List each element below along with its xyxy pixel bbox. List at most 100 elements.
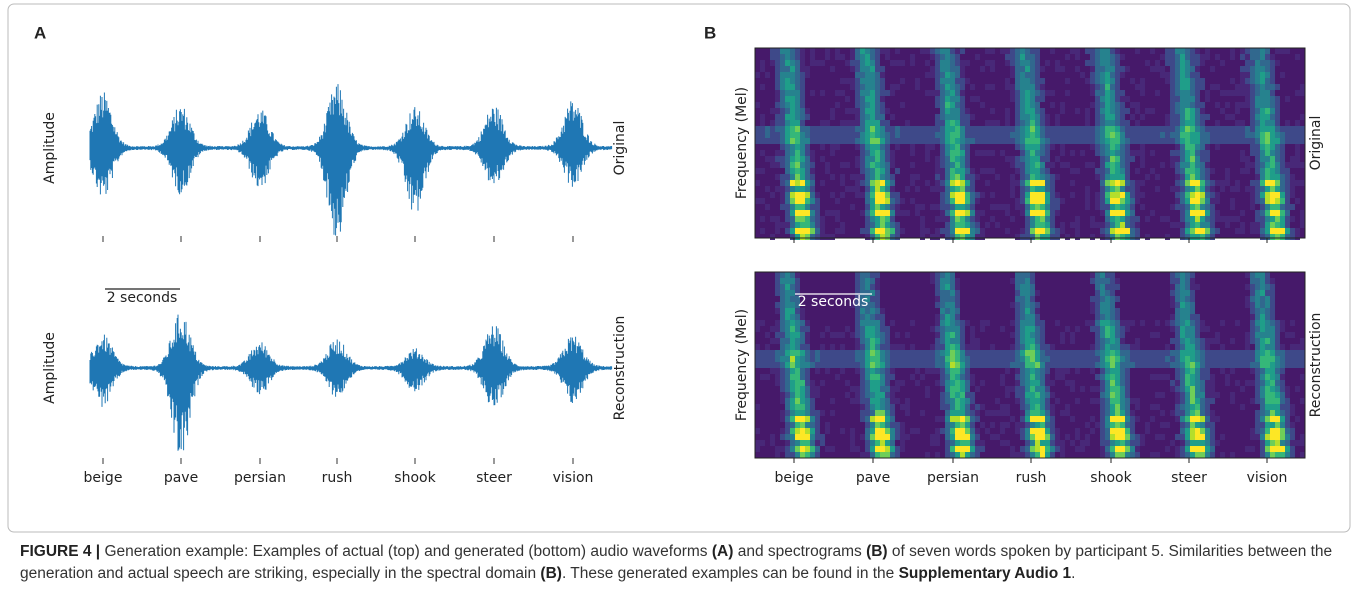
spectrogram-cell (965, 204, 970, 210)
spectrogram-cell (1130, 132, 1135, 138)
spectrogram-cell (800, 126, 805, 132)
spectrogram-cell (800, 356, 805, 362)
spectrogram-cell (1040, 156, 1045, 162)
spectrogram-cell (905, 398, 910, 404)
spectrogram-cell (915, 126, 920, 132)
spectrogram-cell (1130, 356, 1135, 362)
spectrogram-cell (1170, 320, 1175, 326)
spectrogram-cell (1040, 144, 1045, 150)
spectrogram-cell (1115, 380, 1120, 386)
spectrogram-cell (1105, 410, 1110, 416)
spectrogram-cell (865, 386, 870, 392)
spectrogram-cell (1020, 66, 1025, 72)
spectrogram-cell (1175, 344, 1180, 350)
spectrogram-cell (865, 368, 870, 374)
spectrogram-cell (1050, 362, 1055, 368)
spectrogram-cell (860, 272, 865, 278)
spectrogram-cell (1250, 222, 1255, 228)
spectrogram-cell (855, 144, 860, 150)
spectrogram-cell (880, 338, 885, 344)
spectrogram-cell (1035, 380, 1040, 386)
spectrogram-cell (1025, 440, 1030, 446)
spectrogram-cell (765, 350, 770, 356)
spectrogram-cell (1200, 234, 1205, 240)
spectrogram-cell (1270, 302, 1275, 308)
spectrogram-cell (810, 356, 815, 362)
spectrogram-cell (1090, 126, 1095, 132)
spectrogram-cell (1245, 60, 1250, 66)
spectrogram-cell (1195, 126, 1200, 132)
spectrogram-cell (775, 216, 780, 222)
spectrogram-cell (995, 204, 1000, 210)
spectrogram-cell (805, 132, 810, 138)
spectrogram-cell (815, 228, 820, 234)
spectrogram-cell (1100, 278, 1105, 284)
spectrogram-cell (995, 410, 1000, 416)
spectrogram-cell (1125, 138, 1130, 144)
spectrogram-cell (1080, 72, 1085, 78)
spectrogram-cell (1125, 374, 1130, 380)
spectrogram-cell (925, 132, 930, 138)
spectrogram-cell (1250, 308, 1255, 314)
spectrogram-cell (910, 126, 915, 132)
spectrogram-cell (955, 180, 960, 186)
spectrogram-cell (1275, 102, 1280, 108)
spectrogram-cell (805, 392, 810, 398)
spectrogram-cell (995, 132, 1000, 138)
spectrogram-cell (990, 126, 995, 132)
spectrogram-cell (1025, 168, 1030, 174)
spectrogram-cell (1050, 440, 1055, 446)
spectrogram-cell (1260, 440, 1265, 446)
spectrogram-cell (1180, 296, 1185, 302)
spectrogram-cell (850, 386, 855, 392)
spectrogram-cell (865, 422, 870, 428)
spectrogram-cell (1125, 120, 1130, 126)
spectrogram-cell (800, 362, 805, 368)
spectrogram-cell (1165, 350, 1170, 356)
spectrogram-cell (950, 374, 955, 380)
spectrogram-cell (1185, 66, 1190, 72)
spectrogram-cell (885, 392, 890, 398)
spectrogram-cell (990, 422, 995, 428)
spectrogram-cell (1265, 102, 1270, 108)
caption-text: Generation example: Examples of actual (… (100, 543, 712, 560)
spectrogram-cell (1055, 368, 1060, 374)
spectrogram-cell (975, 150, 980, 156)
spectrogram-cell (1250, 150, 1255, 156)
spectrogram-cell (1170, 338, 1175, 344)
spectrogram-cell (840, 126, 845, 132)
spectrogram-cell (880, 114, 885, 120)
spectrogram-cell (825, 422, 830, 428)
spectrogram-cell (930, 204, 935, 210)
spectrogram-cell (1200, 404, 1205, 410)
spectrogram-cell (1105, 452, 1110, 458)
spectrogram-cell (1035, 144, 1040, 150)
spectrogram-cell (955, 198, 960, 204)
spectrogram-cell (950, 66, 955, 72)
spectrogram-cell (855, 72, 860, 78)
spectrogram-cell (955, 138, 960, 144)
spectrogram-cell (1300, 350, 1305, 356)
spectrogram-cell (1120, 452, 1125, 458)
spectrogram-cell (755, 132, 760, 138)
spectrogram-cell (1030, 126, 1035, 132)
spectrogram-cell (1155, 392, 1160, 398)
spectrogram-cell (945, 90, 950, 96)
spectrogram-cell (1270, 216, 1275, 222)
spectrogram-cell (1125, 156, 1130, 162)
spectrogram-cell (885, 156, 890, 162)
spectrogram-cell (1130, 440, 1135, 446)
spectrogram-cell (1005, 138, 1010, 144)
spectrogram-cell (1255, 48, 1260, 54)
spectrogram-cell (825, 48, 830, 54)
spectrogram-cell (1100, 440, 1105, 446)
spectrogram-cell (965, 320, 970, 326)
spectrogram-cell (1250, 278, 1255, 284)
spectrogram-cell (1245, 102, 1250, 108)
spectrogram-cell (955, 84, 960, 90)
spectrogram-cell (1180, 434, 1185, 440)
spectrogram-cell (765, 126, 770, 132)
spectrogram-cell (890, 428, 895, 434)
spectrogram-cell (1205, 210, 1210, 216)
spectrogram-cell (1030, 350, 1035, 356)
